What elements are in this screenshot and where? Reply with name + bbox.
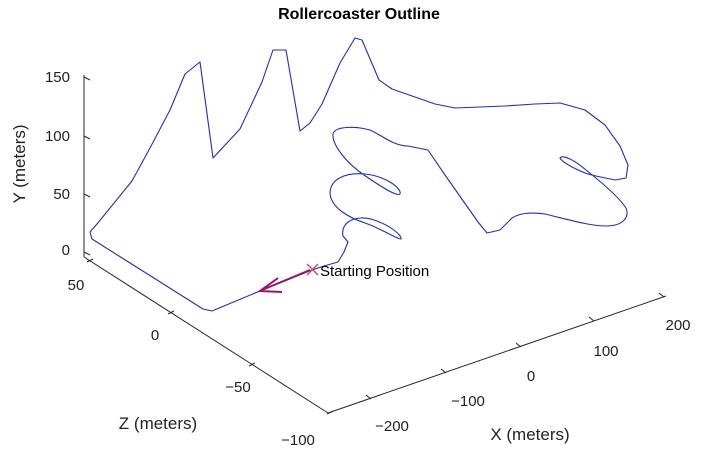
- z-axis-label: Z (meters): [119, 414, 197, 433]
- z-tick-marks: [86, 258, 334, 415]
- rollercoaster-track-line: [89, 37, 629, 312]
- y-tick-marks: [83, 76, 91, 256]
- x-tick-label: −100: [451, 393, 485, 410]
- x-tick-label: 100: [593, 343, 618, 360]
- x-tick-marks: [365, 292, 665, 400]
- y-tick-label: 100: [45, 128, 70, 145]
- y-tick-label: 50: [53, 186, 70, 203]
- start-marker-icon: [306, 263, 319, 276]
- x-axis-label: X (meters): [490, 425, 569, 444]
- x-axis-line: [327, 295, 667, 414]
- y-tick-label: 150: [45, 69, 70, 86]
- x-tick-label: 0: [527, 368, 535, 385]
- start-arrow: [257, 269, 311, 293]
- chart-title: Rollercoaster Outline: [278, 6, 440, 23]
- z-tick-label: −100: [281, 432, 315, 449]
- z-tick-label: −50: [225, 379, 250, 396]
- y-axis-label: Y (meters): [10, 124, 29, 203]
- z-tick-label: 0: [151, 327, 159, 344]
- x-tick-label: 200: [665, 317, 690, 334]
- x-tick-label: −200: [375, 418, 409, 435]
- starting-position-label: Starting Position: [320, 263, 429, 280]
- z-tick-label: 50: [68, 277, 85, 294]
- y-tick-label: 0: [62, 242, 70, 259]
- z-axis-line: [83, 256, 329, 414]
